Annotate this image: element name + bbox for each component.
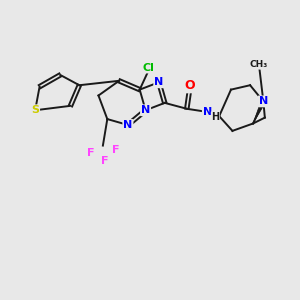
Text: F: F <box>87 148 94 158</box>
Text: N: N <box>259 96 268 106</box>
Text: H: H <box>211 112 219 122</box>
Text: F: F <box>100 156 108 166</box>
Text: F: F <box>112 145 120 155</box>
Text: Cl: Cl <box>142 63 154 73</box>
Text: N: N <box>141 105 150 115</box>
Polygon shape <box>253 100 266 124</box>
Text: N: N <box>154 77 164 87</box>
Text: N: N <box>123 120 133 130</box>
Text: O: O <box>184 79 195 92</box>
Text: N: N <box>203 107 212 117</box>
Text: CH₃: CH₃ <box>250 60 268 69</box>
Text: S: S <box>31 105 39 115</box>
